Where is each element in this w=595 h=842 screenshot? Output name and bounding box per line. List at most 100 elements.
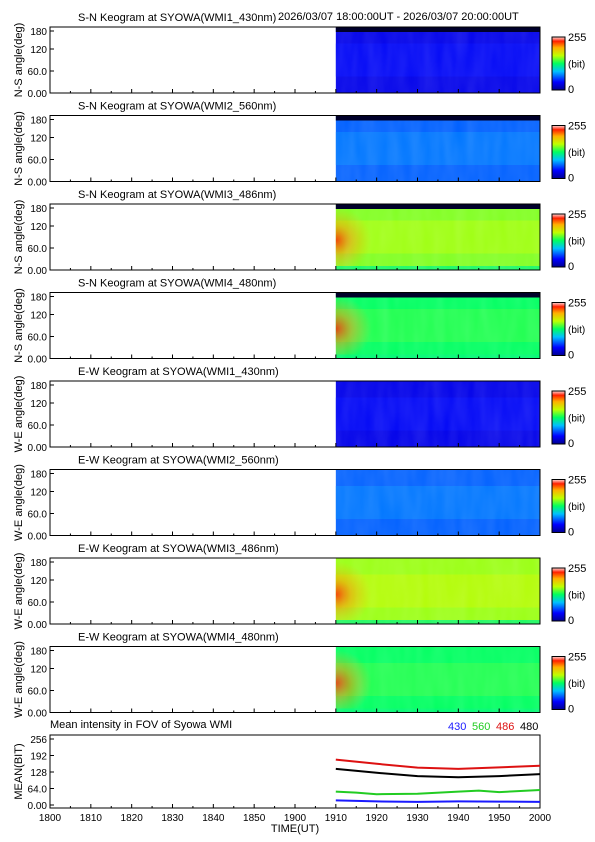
colorbar-max: 255 [568,386,586,398]
y-tick-label: 180 [30,470,47,481]
y-tick-label: 0.00 [28,266,48,277]
mean-x-tick-label: 1910 [325,813,348,824]
keogram-texture [335,558,540,624]
y-axis-label: W-E angle(deg) [13,553,25,630]
colorbar-unit: (bit) [568,591,585,602]
colorbar-unit: (bit) [568,325,585,336]
keogram-top-band [335,292,540,298]
colorbar-max: 255 [568,298,586,310]
colorbar-unit: (bit) [568,60,585,71]
y-tick-label: 180 [30,293,47,304]
keogram-title: S-N Keogram at SYOWA(WMI2_560nm) [78,101,276,113]
mean-x-tick-label: 1820 [121,813,144,824]
colorbar-min: 0 [568,704,574,716]
mean-x-tick-label: 1900 [284,813,307,824]
y-tick-label: 60.0 [28,421,48,432]
keogram-texture [335,646,540,713]
keogram-texture [335,204,540,270]
keogram-panel-4: S-N Keogram at SYOWA(WMI4_480nm) 180 120 60… [13,278,586,366]
colorbar-min: 0 [568,527,574,539]
colorbar-unit: (bit) [568,237,585,248]
keogram-title: S-N Keogram at SYOWA(WMI1_430nm) [78,12,276,24]
colorbar [551,567,566,622]
legend-480: 480 [520,721,538,733]
keogram-texture [335,469,540,536]
y-tick-label: 120 [30,311,47,322]
mean-y-tick-label: 192 [30,752,47,763]
keogram-data [335,381,540,447]
mean-y-tick-label: 0.00 [28,801,48,812]
keogram-title: S-N Keogram at SYOWA(WMI3_486nm) [78,189,276,201]
colorbar [551,302,566,356]
keogram-title: E-W Keogram at SYOWA(WMI4_480nm) [78,632,279,644]
y-tick-label: 60.0 [28,156,48,167]
y-tick-label: 120 [30,399,47,410]
keogram-data [335,292,540,359]
keogram-texture [335,115,540,182]
mean-y-tick-label: 64.0 [28,785,48,796]
y-tick-label: 180 [30,27,47,38]
y-axis-label: N-S angle(deg) [13,23,25,98]
series-line-430 [335,799,541,803]
mean-x-tick-label: 1810 [80,813,103,824]
mean-x-tick-label: 1930 [406,813,429,824]
mean-intensity-panel: Mean intensity in FOV of Syowa WMI 430 560… [13,719,552,835]
colorbar [551,656,566,710]
keogram-data [335,204,540,270]
mean-x-tick-label: 1840 [202,813,225,824]
colorbar [551,390,566,445]
y-axis-label: N-S angle(deg) [13,200,25,275]
y-tick-label: 0.00 [28,89,48,100]
keogram-panels: S-N Keogram at SYOWA(WMI1_430nm) 180 120 60… [13,12,586,720]
y-axis-label: W-E angle(deg) [13,641,25,718]
keogram-top-band [335,115,540,121]
legend-430: 430 [448,721,466,733]
keogram-data [335,646,540,713]
y-tick-label: 0.00 [28,443,48,454]
keogram-panel-3: S-N Keogram at SYOWA(WMI3_486nm) 180 120 60… [13,189,586,277]
mean-y-axis-label: MEAN(BIT) [13,743,25,799]
time-range-header: 2026/03/07 18:00:00UT - 2026/03/07 20:00… [278,11,519,23]
keogram-data [335,558,540,624]
y-tick-label: 120 [30,134,47,145]
colorbar-max: 255 [568,209,586,221]
keogram-texture [335,292,540,359]
colorbar-unit: (bit) [568,679,585,690]
keogram-texture [335,381,540,447]
y-tick-label: 180 [30,116,47,127]
y-tick-label: 0.00 [28,709,48,720]
series-line-480 [335,767,541,779]
colorbar [551,479,566,533]
keogram-title: E-W Keogram at SYOWA(WMI1_430nm) [78,366,279,378]
y-tick-label: 180 [30,381,47,392]
mean-title: Mean intensity in FOV of Syowa WMI [50,719,232,731]
mean-x-tick-label: 1830 [161,813,184,824]
mean-y-tick-label: 128 [30,768,47,779]
colorbar-min: 0 [568,438,574,450]
y-tick-label: 60.0 [28,67,48,78]
colorbar-unit: (bit) [568,502,585,513]
colorbar-max: 255 [568,32,586,44]
colorbar [551,125,566,179]
keogram-panel-1: S-N Keogram at SYOWA(WMI1_430nm) 180 120 60… [13,12,586,100]
keogram-panel-6: E-W Keogram at SYOWA(WMI2_560nm) 180 120 60… [13,455,586,543]
series-line-560 [335,789,541,796]
keogram-texture [335,27,540,93]
colorbar-max: 255 [568,652,586,664]
mean-x-tick-label: 2000 [529,813,552,824]
y-tick-label: 120 [30,222,47,233]
y-tick-label: 180 [30,558,47,569]
colorbar-min: 0 [568,615,574,627]
y-tick-label: 120 [30,45,47,56]
y-axis-label: W-E angle(deg) [13,464,25,541]
y-tick-label: 60.0 [28,687,48,698]
mean-x-tick-label: 1920 [366,813,389,824]
y-tick-label: 0.00 [28,178,48,189]
y-tick-label: 120 [30,665,47,676]
colorbar-unit: (bit) [568,414,585,425]
y-tick-label: 60.0 [28,244,48,255]
y-tick-label: 120 [30,488,47,499]
keogram-title: E-W Keogram at SYOWA(WMI2_560nm) [78,455,279,467]
colorbar-min: 0 [568,84,574,96]
